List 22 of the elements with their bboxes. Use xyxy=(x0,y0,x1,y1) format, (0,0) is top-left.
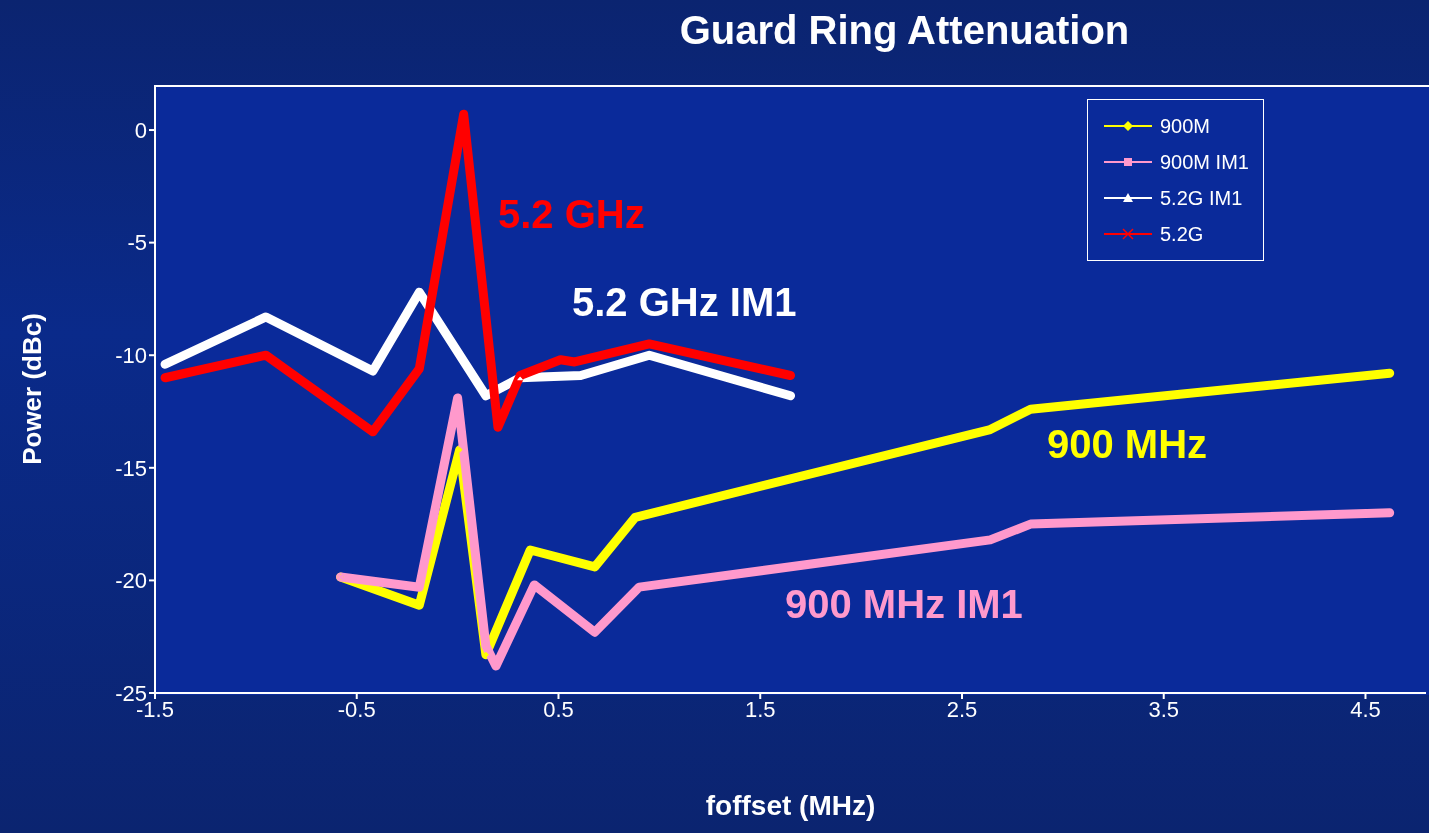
legend-label: 5.2G xyxy=(1160,222,1204,246)
y-axis-title: Power (dBc) xyxy=(16,313,48,465)
x-tick-label: 4.5 xyxy=(1350,696,1381,722)
chart-title: Guard Ring Attenuation xyxy=(678,8,1131,53)
y-tick-label: -10 xyxy=(115,343,147,369)
legend-label: 900M xyxy=(1160,114,1211,138)
x-axis-title: foffset (MHz) xyxy=(704,790,877,822)
x-tick-label: 2.5 xyxy=(946,696,978,722)
annotation: 900 MHz xyxy=(1047,422,1208,467)
x-tick-label: 3.5 xyxy=(1148,696,1180,722)
annotation: 5.2 GHz xyxy=(498,192,645,237)
annotation: 5.2 GHz IM1 xyxy=(572,280,797,325)
x-tick-label: 0.5 xyxy=(543,696,574,722)
y-tick-label: 0 xyxy=(134,117,147,143)
legend-label: 900M IM1 xyxy=(1160,150,1249,174)
x-tick-label: 1.5 xyxy=(744,696,776,722)
y-tick-label: -15 xyxy=(115,455,147,481)
x-tick-label: -0.5 xyxy=(337,696,376,722)
y-tick-label: -20 xyxy=(115,568,147,594)
annotation: 900 MHz IM1 xyxy=(785,582,1023,627)
y-tick-label: -5 xyxy=(127,230,147,256)
legend-label: 5.2G IM1 xyxy=(1160,186,1243,210)
